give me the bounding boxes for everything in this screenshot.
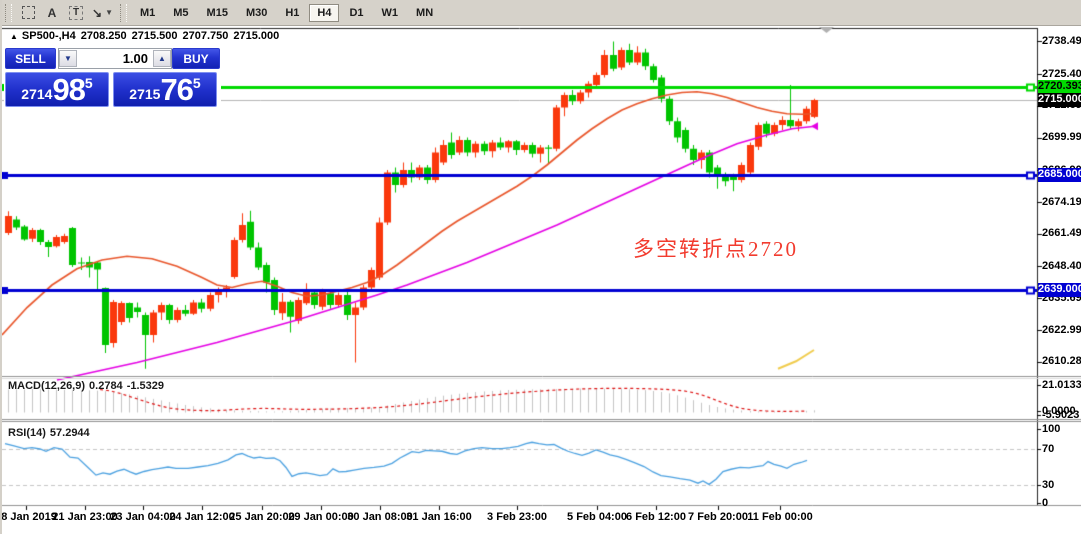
price-tick-label: 2648.400 xyxy=(1042,260,1081,272)
symbol-label: SP500-,H4 xyxy=(21,30,76,42)
price-tick-label: 2610.285 xyxy=(1042,355,1081,368)
buy-price-sup: 5 xyxy=(192,75,201,91)
time-axis-label: 30 Jan 08:00 xyxy=(347,511,413,523)
macd-axis-label: 0.0000 xyxy=(1042,404,1076,417)
tf-button-mn[interactable]: MN xyxy=(408,4,441,22)
sell-price-big: 98 xyxy=(52,72,85,107)
macd-axis-label: 21.0133 xyxy=(1042,378,1081,391)
sell-price-panel[interactable]: 2714 98 5 xyxy=(5,72,109,107)
price-tick-label: 2674.195 xyxy=(1042,195,1081,208)
buy-button[interactable]: BUY xyxy=(172,48,220,69)
timeframe-toolbar-grip[interactable] xyxy=(119,3,127,22)
time-axis-label: 25 Jan 20:00 xyxy=(229,511,295,523)
time-axis-label: 29 Jan 00:00 xyxy=(288,511,354,523)
label-icon: T xyxy=(68,5,84,20)
time-axis-label: 7 Feb 20:00 xyxy=(688,511,748,523)
buy-price-panel[interactable]: 2715 76 5 xyxy=(113,72,217,107)
time-axis-label: 3 Feb 23:00 xyxy=(487,511,547,523)
level-tag-2685: 2685.000 xyxy=(1038,168,1081,182)
rsi-axis-label: 30 xyxy=(1042,478,1055,491)
volume-up-button[interactable]: ▲ xyxy=(153,50,171,67)
level-tag-2720: 2720.393 xyxy=(1038,79,1081,94)
level-tag-2639: 2639.000 xyxy=(1038,283,1081,297)
ohlc-close: 2715.000 xyxy=(233,30,280,42)
rsi-value: 57.2944 xyxy=(49,427,90,439)
volume-stepper: ▼ ▲ xyxy=(58,48,172,69)
rsi-indicator-label: RSI(14) 57.2944 xyxy=(8,427,94,439)
text-icon: A xyxy=(47,5,57,20)
buy-price-big: 76 xyxy=(160,72,193,107)
macd-indicator-label: MACD(12,26,9) 0.2784 -1.5329 xyxy=(8,380,168,392)
sell-price-main: 2714 xyxy=(21,86,53,102)
label-tool-button[interactable]: T xyxy=(64,3,88,23)
chart-annotation: 多空转折点2720 xyxy=(633,237,798,261)
sell-price-sup: 5 xyxy=(84,75,93,91)
time-axis-label: 23 Jan 04:00 xyxy=(110,511,176,523)
volume-input[interactable] xyxy=(77,50,153,67)
tf-button-w1[interactable]: W1 xyxy=(374,4,407,22)
timeframe-toolbar: M1 M5 M15 M30 H1 H4 D1 W1 MN xyxy=(131,3,442,22)
rsi-axis-label: 0 xyxy=(1042,496,1049,509)
symbol-marker-icon: ▲ xyxy=(10,32,18,41)
price-tick-label: 2738.490 xyxy=(1042,34,1081,47)
time-axis-label: 11 Feb 00:00 xyxy=(747,511,813,523)
macd-name: MACD(12,26,9) xyxy=(8,380,86,392)
price-tick-label: 2622.990 xyxy=(1042,323,1081,336)
dropdown-caret-icon: ▼ xyxy=(105,8,113,17)
rsi-axis-label: 100 xyxy=(1042,422,1061,435)
price-tick-label: 2699.990 xyxy=(1042,131,1081,144)
tf-button-m5[interactable]: M5 xyxy=(165,4,196,22)
time-axis-label: 6 Feb 12:00 xyxy=(626,511,686,523)
buy-price-main: 2715 xyxy=(129,86,161,102)
tf-button-m30[interactable]: M30 xyxy=(238,4,275,22)
toolbar-grip[interactable] xyxy=(5,3,12,22)
time-axis-label: 5 Feb 04:00 xyxy=(567,511,627,523)
current-price-tag: 2715.000 xyxy=(1038,93,1081,107)
toolbar: A T ↘ ▼ M1 M5 M15 M30 H1 H4 D1 W1 MN xyxy=(2,0,1081,26)
macd-value-signal: -1.5329 xyxy=(126,380,164,392)
tf-button-d1[interactable]: D1 xyxy=(341,4,371,22)
time-axis-label: 21 Jan 23:00 xyxy=(52,511,118,523)
ohlc-high: 2715.500 xyxy=(131,30,178,42)
time-axis-label: 24 Jan 12:00 xyxy=(169,511,235,523)
rsi-name: RSI(14) xyxy=(8,427,46,439)
macd-axis-label: -5.9023 xyxy=(1042,408,1080,421)
ohlc-low: 2707.750 xyxy=(182,30,229,42)
rsi-axis-label: 70 xyxy=(1042,442,1055,455)
text-tool-button[interactable]: A xyxy=(40,3,64,23)
tf-button-m15[interactable]: M15 xyxy=(199,4,236,22)
arrow-tools-button[interactable]: ↘ ▼ xyxy=(88,3,117,23)
macd-value-main: 0.2784 xyxy=(89,380,123,392)
trade-widget: SELL ▼ ▲ BUY 2714 98 5 2715 76 5 xyxy=(4,47,221,108)
price-tick-label: 2661.490 xyxy=(1042,227,1081,240)
tf-button-h1[interactable]: H1 xyxy=(277,4,307,22)
crosshair-tool-button[interactable] xyxy=(16,3,40,23)
sell-button[interactable]: SELL xyxy=(5,48,56,69)
tf-button-m1[interactable]: M1 xyxy=(132,4,163,22)
volume-down-button[interactable]: ▼ xyxy=(59,50,77,67)
time-axis-label: 31 Jan 16:00 xyxy=(406,511,472,523)
arrow-tools-icon: ↘ xyxy=(92,5,103,20)
crosshair-icon xyxy=(21,6,35,19)
tf-button-h4[interactable]: H4 xyxy=(309,3,340,22)
chart-title: ▲ SP500-,H4 2708.250 2715.500 2707.750 2715.0… xyxy=(10,30,284,42)
ohlc-open: 2708.250 xyxy=(80,30,127,42)
price-tick-label: 2725.400 xyxy=(1042,67,1081,80)
time-axis-label: 18 Jan 2019 xyxy=(0,511,57,523)
